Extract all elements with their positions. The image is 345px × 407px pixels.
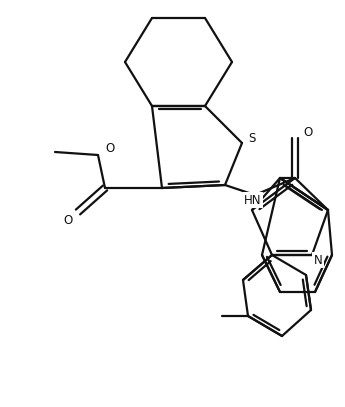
Text: HN: HN <box>244 193 262 206</box>
Text: S: S <box>248 131 256 144</box>
Text: O: O <box>303 125 313 138</box>
Text: O: O <box>105 142 115 155</box>
Text: N: N <box>314 254 322 267</box>
Text: O: O <box>63 214 73 227</box>
